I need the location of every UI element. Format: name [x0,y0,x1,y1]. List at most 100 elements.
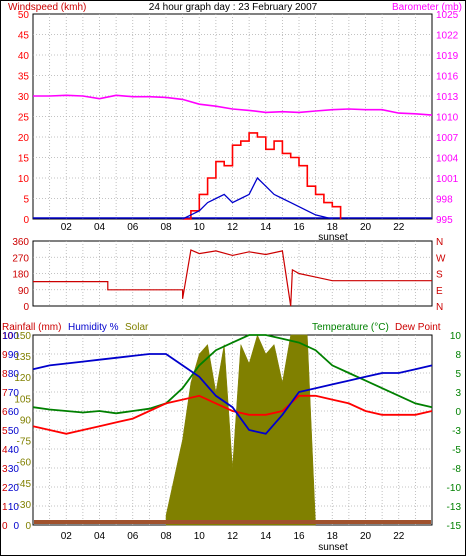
rainfall-y-tick-label: 9 [2,350,8,361]
humidity-y-tick-label: 0 [13,521,19,532]
x-tick-label-top: 02 [61,222,73,233]
rainfall-y-tick-label: 5 [2,426,8,437]
rainfall-y-tick-label: 1 [2,502,8,513]
x-tick-label-top: 22 [393,222,405,233]
temperature-y-tick-label: 5 [455,369,461,380]
dewpoint-line [32,394,433,435]
temperature-y-tick-label: -8 [452,464,461,475]
wind-direction-line [33,249,432,307]
humidity-y-tick-label: 20 [8,483,20,494]
chart-title: 24 hour graph day : 23 February 2007 [149,2,318,13]
x-tick-label-top: 04 [94,222,106,233]
rainfall-y-tick-label: 2 [2,483,8,494]
wind-y-tick-label: 50 [18,10,30,21]
barometer-y-tick-label: 1007 [436,133,459,144]
wind-y-tick-label: 5 [23,195,29,206]
x-tick-label-bottom: 04 [94,531,106,542]
temperature-y-tick-label: -15 [447,521,462,532]
humidity-axis-label: Humidity % [68,322,119,333]
humidity-y-tick-label: 50 [8,426,20,437]
temperature-y-tick-label: -5 [452,445,461,456]
humidity-y-tick-label: 40 [8,445,20,456]
rainfall-y-tick-label: 4 [2,445,8,456]
direction-y-tick-label: 270 [12,253,29,264]
barometer-y-tick-label: 1004 [436,154,459,165]
temperature-y-tick-label: -10 [447,483,462,494]
rainfall-y-tick-label: 3 [2,464,8,475]
x-tick-label-bottom: 12 [227,531,239,542]
wind-y-tick-label: 20 [18,133,30,144]
x-tick-label-bottom: 06 [127,531,139,542]
barometer-y-tick-label: 1001 [436,174,459,185]
temperature-y-tick-label: -3 [452,426,461,437]
x-tick-label-bottom: 02 [61,531,73,542]
direction-y-tick-label: 360 [12,237,29,248]
barometer-y-tick-label: 998 [436,195,453,206]
temperature-line [32,334,433,415]
wind-y-tick-label: 10 [18,174,30,185]
solar-y-tick-label: -30 [17,500,32,511]
rainfall-axis-label: Rainfall (mm) [2,322,61,333]
barometer-y-tick-label: 1010 [436,113,459,124]
solar-axis-label: Solar [125,322,149,333]
temperature-y-tick-label: 0 [455,407,461,418]
x-tick-label-top: 20 [360,222,372,233]
ticks-layer: 0202040406060808101012121414161618182020… [2,10,461,542]
humidity-y-tick-label: 10 [8,502,20,513]
solar-y-tick-label: 150 [14,331,31,342]
temperature-axis-label: Temperature (°C) [312,322,389,333]
x-tick-label-bottom: 08 [160,531,172,542]
wind-y-tick-label: 0 [23,215,29,226]
wind-y-tick-label: 30 [18,92,30,103]
wind-y-tick-label: 25 [18,113,30,124]
humidity-y-tick-label: 90 [8,350,20,361]
humidity-y-tick-label: 60 [8,407,20,418]
barometer-y-tick-label: 1013 [436,92,459,103]
barometer-line [33,94,433,116]
temperature-y-tick-label: 3 [455,388,461,399]
compass-tick-label: E [436,286,443,297]
dewpoint-axis-label: Dew Point [395,322,441,333]
x-tick-label-bottom: 22 [393,531,405,542]
x-tick-label-top: 12 [227,222,239,233]
temperature-y-tick-label: 8 [455,350,461,361]
barometer-y-tick-label: 1025 [436,10,459,21]
humidity-y-tick-label: 100 [2,331,19,342]
sunset-label-top: sunset [318,232,348,243]
x-tick-label-top: 06 [127,222,139,233]
solar-y-tick-label: -45 [17,479,32,490]
solar-y-tick-label: 0 [25,521,31,532]
temperature-y-tick-label: -13 [447,502,462,513]
x-tick-label-top: 14 [260,222,272,233]
barometer-y-tick-label: 1016 [436,72,459,83]
compass-tick-label: W [436,253,446,264]
sunset-label-bottom: sunset [318,542,348,553]
direction-y-tick-label: 180 [12,270,29,281]
x-tick-label-bottom: 20 [360,531,372,542]
x-tick-label-bottom: 14 [260,531,272,542]
direction-y-tick-label: 90 [18,286,30,297]
rainfall-y-tick-label: 10 [2,331,14,342]
solar-y-tick-label: 90 [20,415,32,426]
compass-tick-label: N [436,237,443,248]
compass-tick-label: N [436,302,443,313]
rainfall-y-tick-label: 6 [2,407,8,418]
x-tick-label-top: 08 [160,222,172,233]
rainfall-y-tick-label: 7 [2,388,8,399]
average-wind-line [182,176,333,220]
x-tick-label-bottom: 16 [293,531,305,542]
direction-y-tick-label: 0 [23,302,29,313]
windspeed-axis-label: Windspeed (kmh) [8,2,86,13]
x-tick-label-bottom: 10 [194,531,206,542]
x-tick-label-bottom: 18 [327,531,339,542]
rainfall-y-tick-label: 8 [2,369,8,380]
wind-y-tick-label: 45 [18,31,30,42]
x-tick-label-top: 10 [194,222,206,233]
solar-y-tick-label: -60 [17,458,32,469]
humidity-y-tick-label: 70 [8,388,20,399]
x-tick-label-top: 18 [327,222,339,233]
wind-y-tick-label: 15 [18,154,30,165]
rainfall-bar [34,520,431,524]
barometer-y-tick-label: 995 [436,215,453,226]
